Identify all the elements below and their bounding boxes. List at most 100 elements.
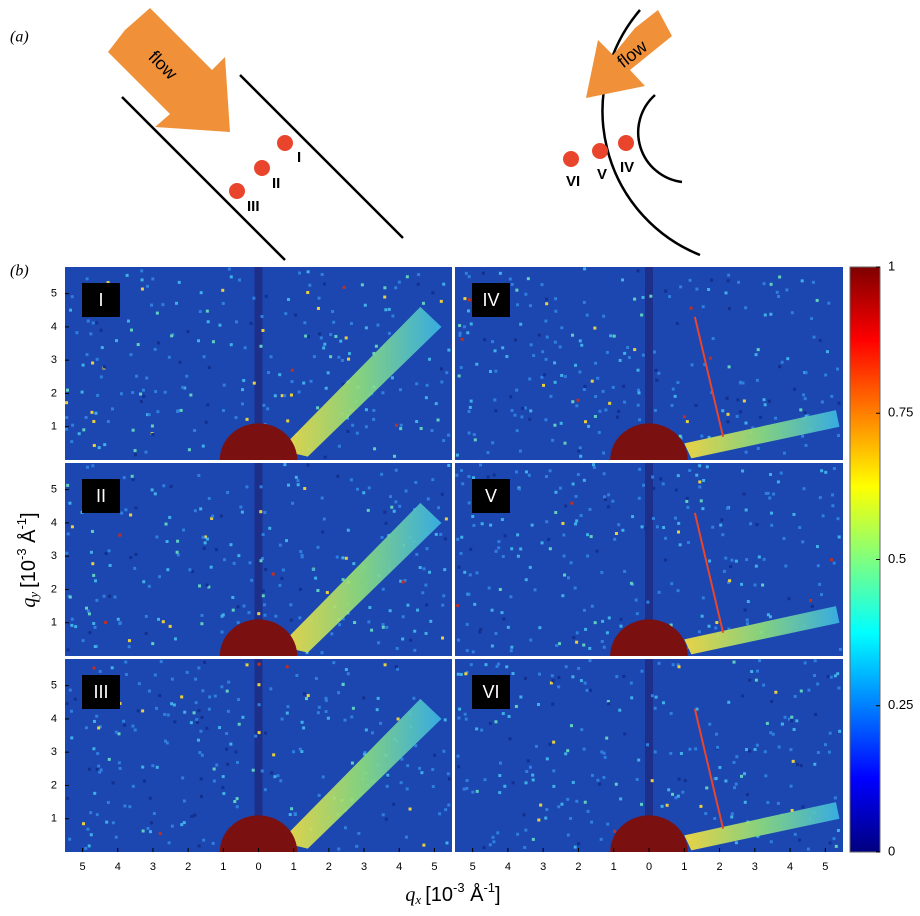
noise-pixel: [727, 420, 730, 423]
noise-pixel: [545, 520, 548, 523]
noise-pixel: [630, 696, 633, 699]
noise-pixel: [468, 410, 471, 413]
noise-pixel: [589, 659, 592, 662]
noise-pixel: [345, 557, 348, 560]
y-tick-label: 3: [51, 354, 57, 366]
noise-pixel: [769, 731, 772, 734]
noise-pixel: [267, 371, 270, 374]
noise-pixel: [356, 488, 359, 491]
noise-pixel: [259, 510, 262, 513]
noise-pixel: [423, 567, 426, 570]
noise-pixel: [283, 394, 286, 397]
noise-pixel: [654, 750, 657, 753]
noise-pixel: [463, 297, 466, 300]
noise-pixel: [301, 721, 304, 724]
noise-pixel: [365, 728, 368, 731]
noise-pixel: [226, 763, 229, 766]
noise-pixel: [108, 595, 111, 598]
noise-pixel: [119, 767, 122, 770]
noise-pixel: [577, 473, 580, 476]
noise-pixel: [181, 776, 184, 779]
noise-pixel: [709, 357, 712, 360]
noise-pixel: [227, 710, 230, 713]
noise-pixel: [382, 813, 385, 816]
noise-pixel: [351, 762, 354, 765]
noise-pixel: [109, 564, 112, 567]
noise-pixel: [669, 752, 672, 755]
noise-pixel: [440, 380, 443, 383]
noise-pixel: [730, 815, 733, 818]
noise-pixel: [749, 522, 752, 525]
x-tick-label: 2: [185, 861, 191, 873]
noise-pixel: [819, 496, 822, 499]
noise-pixel: [394, 286, 397, 289]
noise-pixel: [674, 395, 677, 398]
noise-pixel: [445, 371, 448, 374]
y-tick-label: 1: [51, 813, 57, 825]
noise-pixel: [516, 533, 519, 536]
noise-pixel: [574, 522, 577, 525]
noise-pixel: [501, 346, 504, 349]
noise-pixel: [613, 335, 616, 338]
noise-pixel: [633, 348, 636, 351]
noise-pixel: [529, 409, 532, 412]
noise-pixel: [746, 793, 749, 796]
noise-pixel: [659, 478, 662, 481]
noise-pixel: [776, 291, 779, 294]
noise-pixel: [295, 674, 298, 677]
noise-pixel: [225, 732, 228, 735]
noise-pixel: [796, 763, 799, 766]
noise-pixel: [170, 485, 173, 488]
noise-pixel: [662, 701, 665, 704]
noise-pixel: [740, 583, 743, 586]
noise-pixel: [394, 500, 397, 503]
noise-pixel: [671, 793, 674, 796]
noise-pixel: [186, 671, 189, 674]
noise-pixel: [698, 485, 701, 488]
noise-pixel: [764, 403, 767, 406]
noise-pixel: [560, 374, 563, 377]
noise-pixel: [554, 341, 557, 344]
noise-pixel: [727, 274, 730, 277]
noise-pixel: [770, 840, 773, 843]
noise-pixel: [103, 595, 106, 598]
noise-pixel: [237, 698, 240, 701]
noise-pixel: [662, 526, 665, 529]
noise-pixel: [397, 717, 400, 720]
noise-pixel: [615, 783, 618, 786]
noise-pixel: [246, 418, 249, 421]
noise-pixel: [818, 583, 821, 586]
noise-pixel: [250, 579, 253, 582]
noise-pixel: [247, 611, 250, 614]
noise-pixel: [134, 506, 137, 509]
noise-pixel: [82, 822, 85, 825]
noise-pixel: [428, 571, 431, 574]
noise-pixel: [552, 679, 555, 682]
noise-pixel: [409, 808, 412, 811]
noise-pixel: [551, 439, 554, 442]
noise-pixel: [640, 313, 643, 316]
noise-pixel: [88, 612, 91, 615]
noise-pixel: [258, 703, 261, 706]
noise-pixel: [473, 433, 476, 436]
noise-pixel: [781, 723, 784, 726]
noise-pixel: [323, 283, 326, 286]
noise-pixel: [337, 691, 340, 694]
noise-pixel: [791, 311, 794, 314]
noise-pixel: [602, 452, 605, 455]
noise-pixel: [622, 385, 625, 388]
noise-pixel: [839, 648, 842, 651]
noise-pixel: [65, 401, 68, 404]
noise-pixel: [670, 582, 673, 585]
noise-pixel: [147, 827, 150, 830]
noise-pixel: [686, 497, 689, 500]
noise-pixel: [666, 804, 669, 807]
noise-pixel: [405, 490, 408, 493]
noise-pixel: [287, 298, 290, 301]
noise-pixel: [318, 332, 321, 335]
noise-pixel: [236, 605, 239, 608]
noise-pixel: [608, 402, 611, 405]
noise-pixel: [515, 389, 518, 392]
noise-pixel: [238, 279, 241, 282]
noise-pixel: [460, 469, 463, 472]
